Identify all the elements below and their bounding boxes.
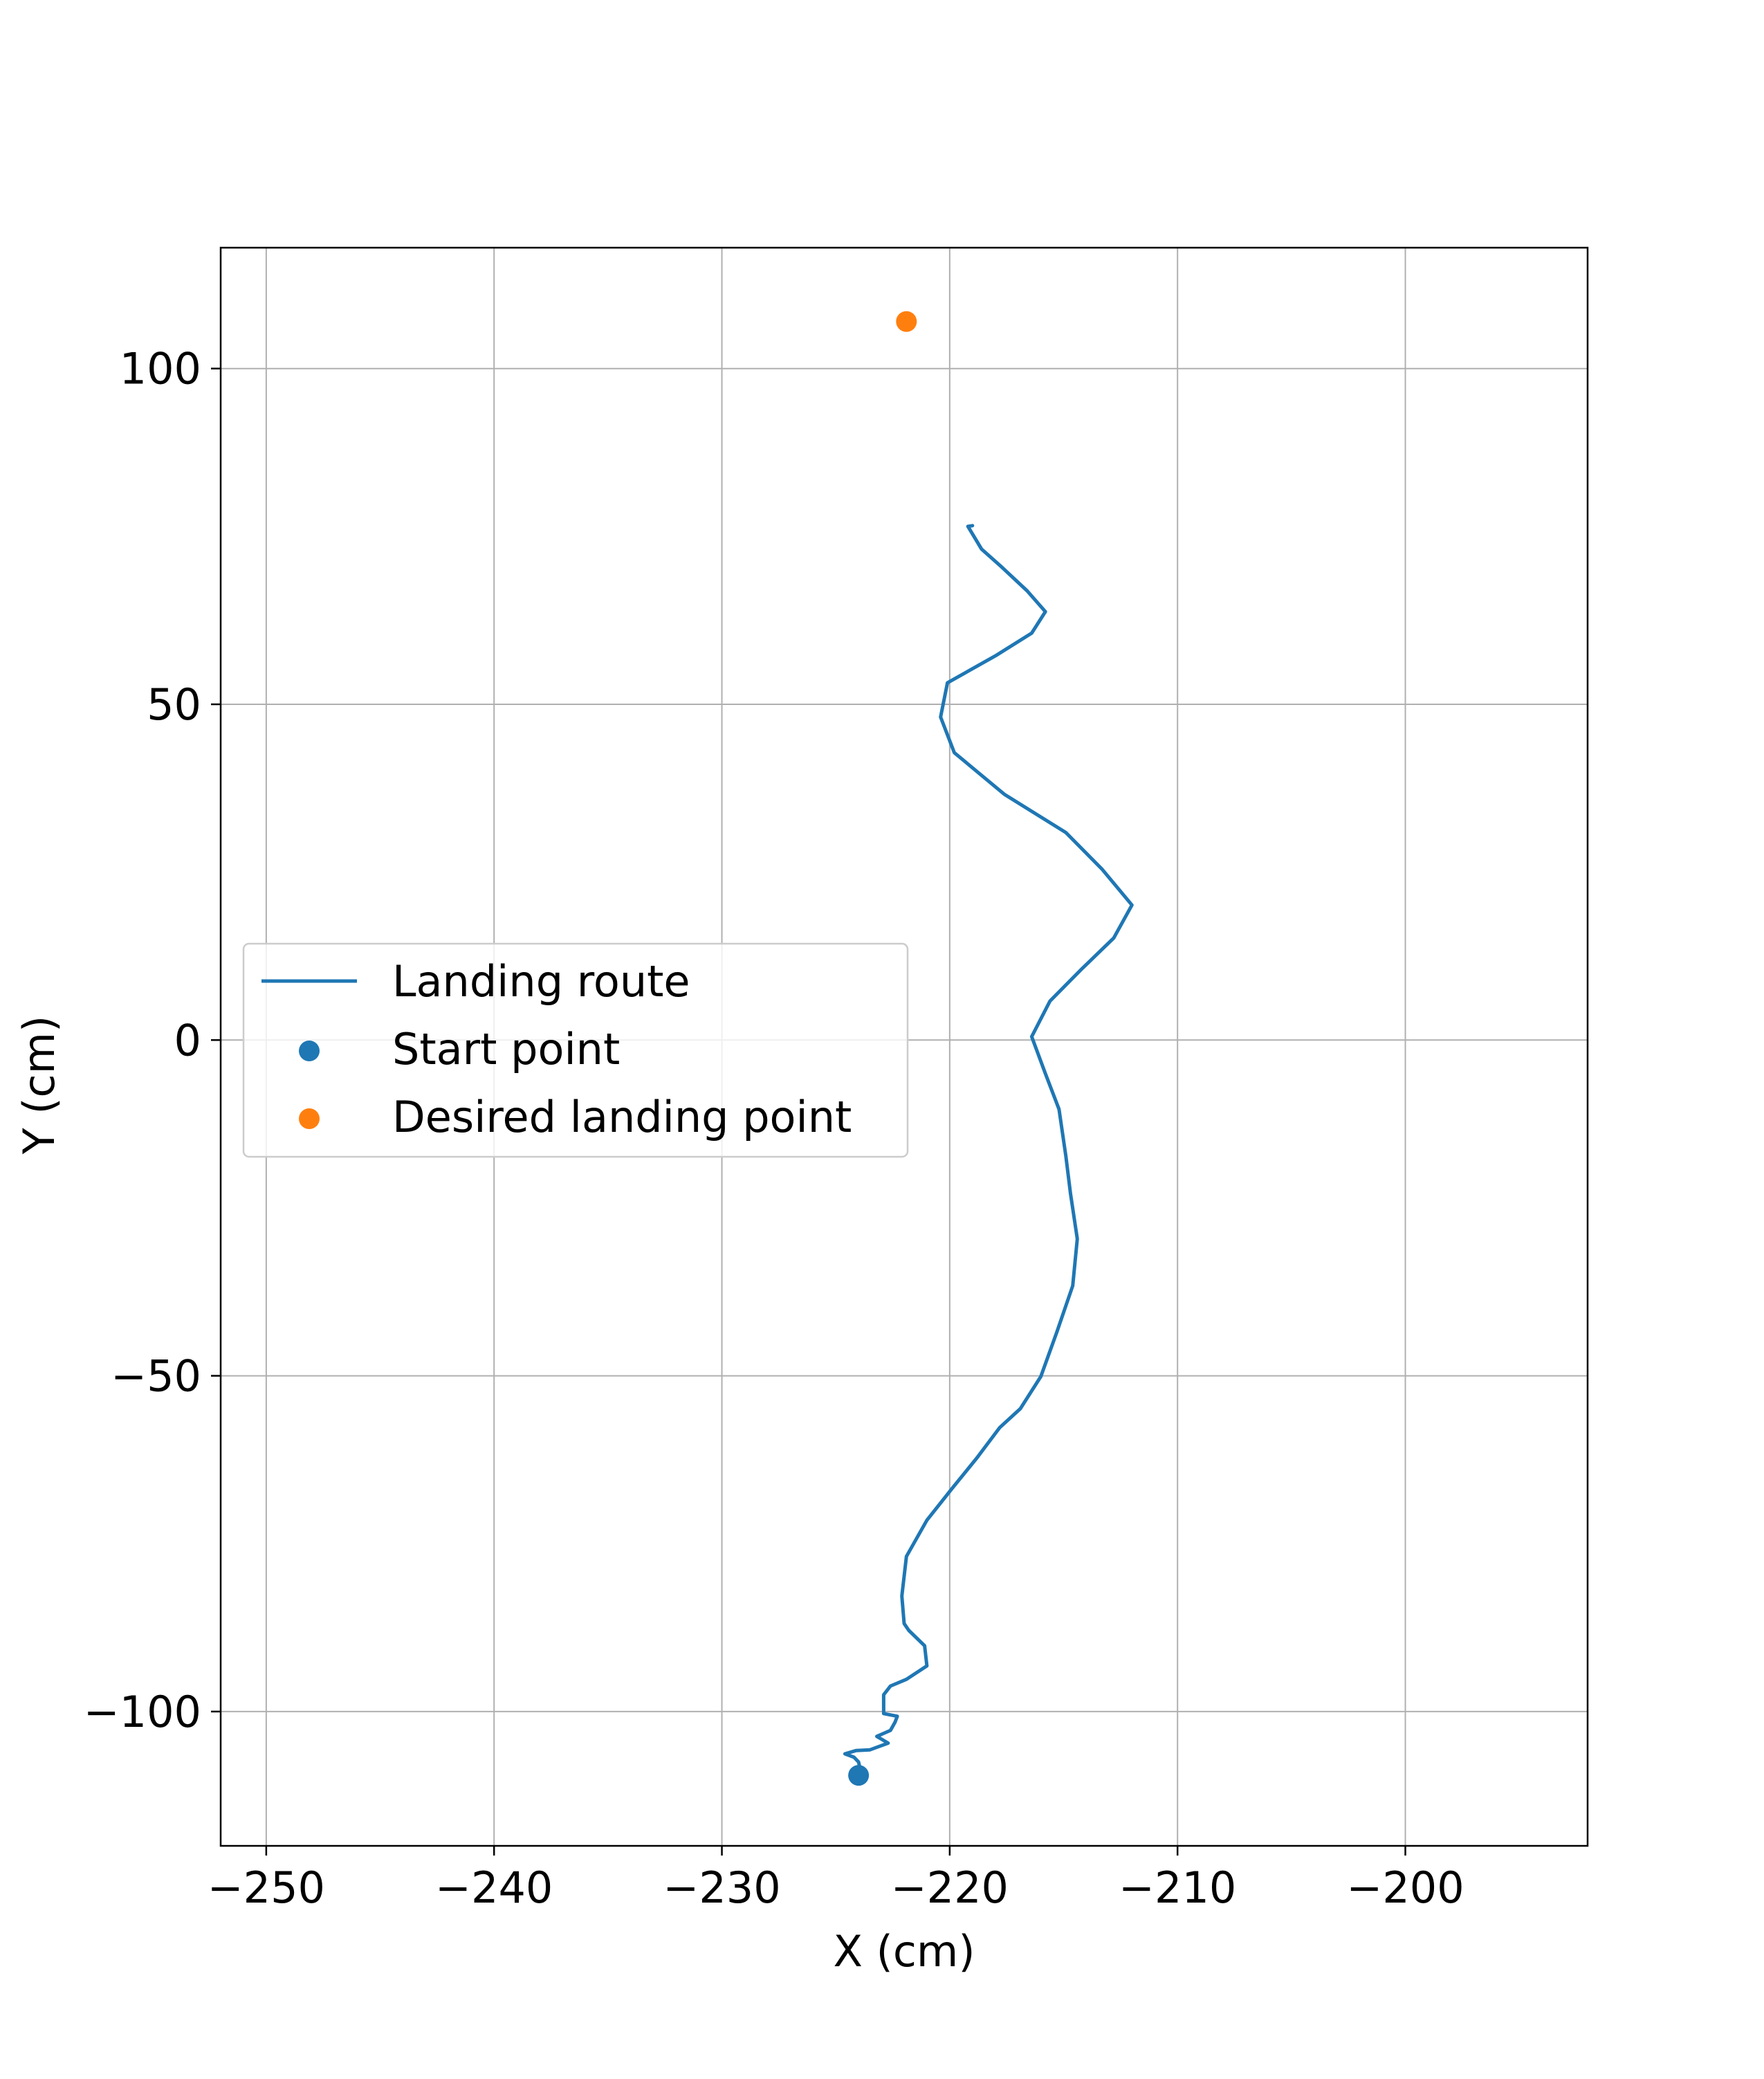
legend-label-desired-landing-point: Desired landing point xyxy=(392,1092,852,1142)
legend: Landing route Start point Desired landin… xyxy=(242,942,909,1158)
y-tick-label: 0 xyxy=(174,1015,201,1065)
axis-ticks: −250 −240 −230 −220 −210 −200 −100 −50 0 50 100 xyxy=(84,344,1464,1913)
legend-label-start-point: Start point xyxy=(392,1024,620,1074)
x-tick-label: −240 xyxy=(435,1862,553,1913)
legend-label-landing-route: Landing route xyxy=(392,956,690,1007)
x-tick-label: −250 xyxy=(208,1862,325,1913)
x-tick-label: −200 xyxy=(1346,1862,1464,1913)
x-tick-label: −220 xyxy=(891,1862,1009,1913)
y-tick-label: 100 xyxy=(120,344,201,394)
start-point-marker xyxy=(848,1765,870,1786)
y-axis-label: Y (cm) xyxy=(14,1016,64,1155)
y-tick-label: −100 xyxy=(84,1687,201,1737)
landing-route-line xyxy=(843,524,1134,1774)
legend-landing-swatch xyxy=(299,1108,320,1129)
plot-frame xyxy=(219,246,1589,1847)
legend-box xyxy=(242,942,909,1158)
y-tick-label: 50 xyxy=(147,679,201,730)
x-tick-label: −230 xyxy=(663,1862,780,1913)
x-tick-label: −210 xyxy=(1119,1862,1236,1913)
legend-start-swatch xyxy=(299,1041,320,1061)
y-tick-label: −50 xyxy=(111,1351,201,1402)
desired-landing-point-marker xyxy=(896,311,917,332)
plot-data xyxy=(843,311,1134,1786)
x-axis-label: X (cm) xyxy=(833,1926,975,1977)
